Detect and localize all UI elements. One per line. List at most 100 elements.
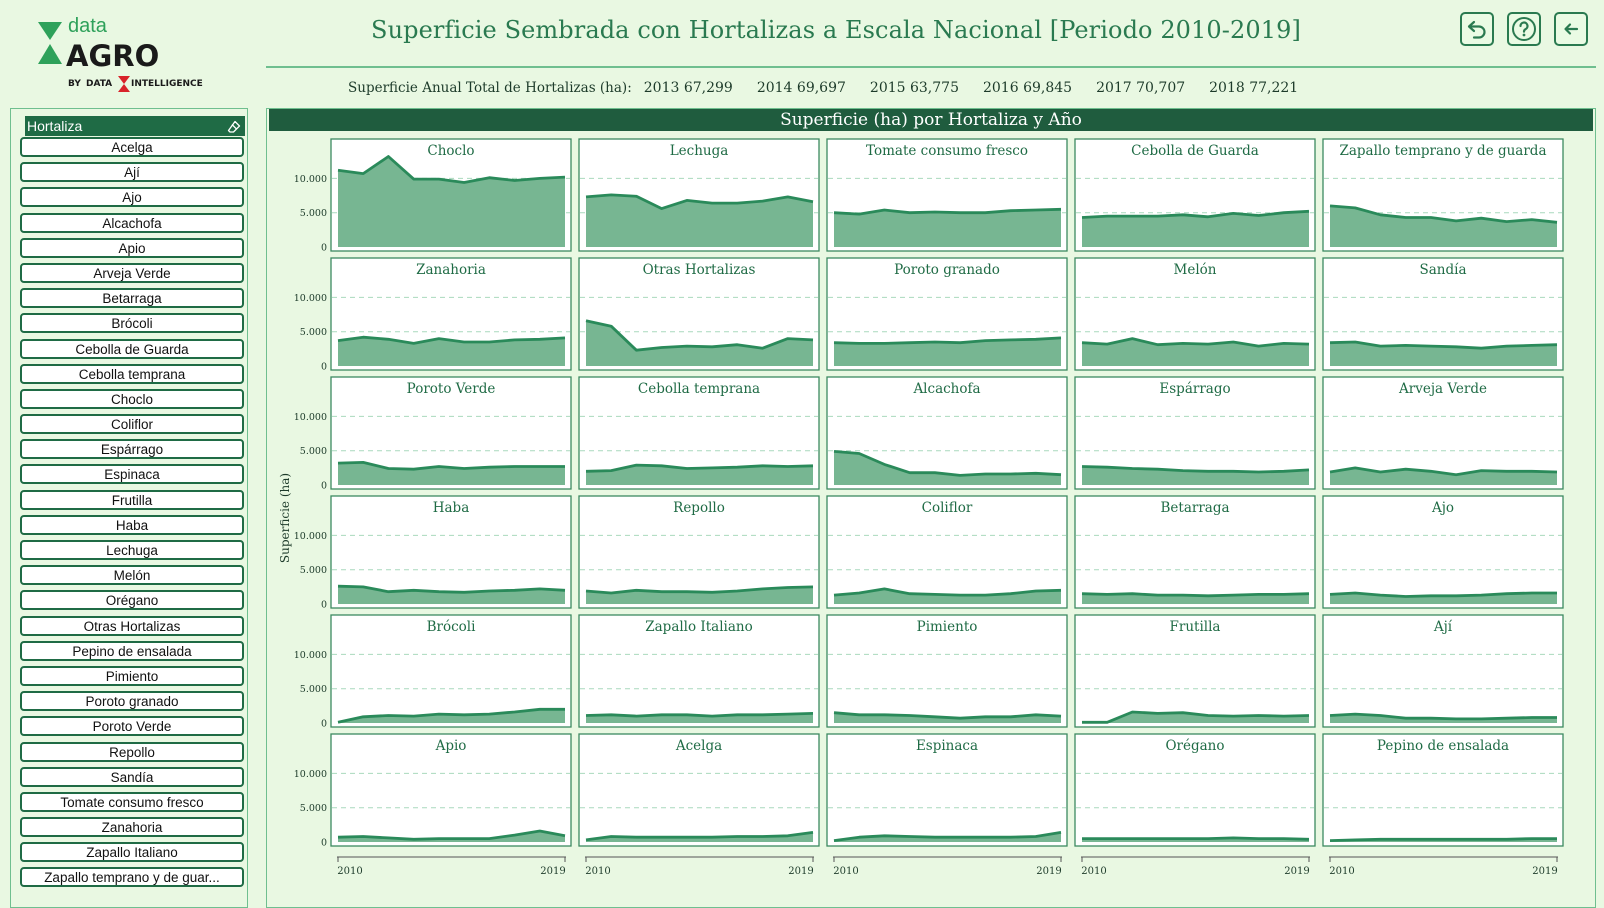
series-line <box>337 584 566 594</box>
hortaliza-option[interactable]: Haba <box>20 514 244 535</box>
undo-icon <box>1467 20 1486 39</box>
facet-title: Otras Hortalizas <box>643 262 756 278</box>
facet-chart: Poroto Verde <box>330 376 572 490</box>
help-button[interactable] <box>1507 12 1541 46</box>
series-line <box>833 831 1062 842</box>
facet-chart: Pepino de ensalada <box>1322 733 1564 847</box>
y-tick-label: 10.000 <box>294 412 327 423</box>
logo-x-top <box>118 76 130 84</box>
hortaliza-option[interactable]: Pimiento <box>20 665 244 686</box>
facet-title: Haba <box>433 500 470 516</box>
hortaliza-option[interactable]: Cebolla de Guarda <box>20 338 244 359</box>
hortaliza-option[interactable]: Lechuga <box>20 540 244 560</box>
y-tick-label: 5.000 <box>300 565 327 576</box>
facet-title: Betarraga <box>1160 500 1229 516</box>
facet-title: Ají <box>1433 619 1453 635</box>
facet-chart: Apio <box>330 733 572 847</box>
y-tick-label: 10.000 <box>294 174 327 185</box>
facet-frame <box>1322 733 1564 847</box>
facet-title: Zanahoria <box>416 262 486 278</box>
hortaliza-option[interactable]: Ají <box>20 162 244 183</box>
facet-chart: Otras Hortalizas <box>578 257 820 371</box>
logo-top-text: data <box>68 15 108 37</box>
hortaliza-option[interactable]: Tomate consumo fresco <box>20 791 244 812</box>
hortaliza-option[interactable]: Ajo <box>20 187 244 208</box>
hortaliza-option[interactable]: Espárrago <box>20 439 244 460</box>
hortaliza-option[interactable]: Melón <box>20 565 244 586</box>
hortaliza-option[interactable]: Poroto Verde <box>20 716 244 737</box>
logo-main-text: AGRO <box>66 39 159 73</box>
hortaliza-option[interactable]: Betarraga <box>20 288 244 309</box>
y-tick-label: 10.000 <box>294 531 327 542</box>
area-fill <box>834 588 1061 604</box>
hortaliza-option[interactable]: Coliflor <box>20 414 244 435</box>
facet-title: Repollo <box>673 500 725 516</box>
facet-chart: Ají <box>1322 614 1564 728</box>
annual-total-item: 2015 63,775 <box>869 80 959 96</box>
series-line <box>585 463 814 473</box>
hortaliza-option[interactable]: Cebolla temprana <box>20 363 244 384</box>
hortaliza-option[interactable]: Pepino de ensalada <box>20 640 244 661</box>
x-tick-label: 2019 <box>788 866 813 877</box>
series-line <box>1081 337 1310 348</box>
area-fill <box>586 194 813 247</box>
facet-chart: Orégano <box>1074 733 1316 847</box>
series-line <box>1329 712 1557 721</box>
area-fill <box>338 337 565 366</box>
hortaliza-option[interactable]: Zapallo Italiano <box>20 842 244 863</box>
back-arrow-icon <box>1564 23 1579 35</box>
x-tick-label: 2019 <box>540 866 565 877</box>
series-line <box>1081 592 1310 598</box>
facet-chart: Cebolla temprana <box>578 376 820 490</box>
hortaliza-option[interactable]: Zanahoria <box>20 817 244 838</box>
annual-totals: Superficie Anual Total de Hortalizas (ha… <box>348 80 1322 102</box>
facet-title: Ajo <box>1431 500 1454 516</box>
hortaliza-option[interactable]: Orégano <box>20 590 244 611</box>
series-line <box>1081 465 1310 474</box>
header-divider <box>266 66 1596 68</box>
y-tick-label: 5.000 <box>300 803 327 814</box>
hortaliza-list: Acelga Ají Ajo Alcachofa Apio Arveja Verde Bet… <box>20 137 244 893</box>
hortaliza-option[interactable]: Brócoli <box>20 313 244 334</box>
facet-chart: Choclo <box>330 138 572 252</box>
series-line <box>1329 591 1557 598</box>
hortaliza-option[interactable]: Apio <box>20 237 244 258</box>
facet-frame <box>1322 614 1564 728</box>
area-fill <box>586 465 813 485</box>
facet-title: Poroto granado <box>894 262 1000 278</box>
hortaliza-option[interactable]: Frutilla <box>20 489 244 510</box>
facet-chart: Melón <box>1074 257 1316 371</box>
hortaliza-option[interactable]: Acelga <box>20 137 244 157</box>
logo-triangle-bottom <box>38 44 62 64</box>
facet-frame <box>578 733 820 847</box>
y-tick-label: 0 <box>321 243 327 254</box>
facet-title: Acelga <box>675 738 722 754</box>
y-tick-label: 10.000 <box>294 650 327 661</box>
undo-button[interactable] <box>1460 12 1494 46</box>
hortaliza-option[interactable]: Alcachofa <box>20 212 244 233</box>
facet-title: Zapallo temprano y de guarda <box>1339 143 1546 159</box>
hortaliza-option[interactable]: Zapallo temprano y de guar... <box>20 867 244 888</box>
hortaliza-option[interactable]: Otras Hortalizas <box>20 615 244 636</box>
hortaliza-option[interactable]: Espinaca <box>20 464 244 485</box>
facet-title: Espárrago <box>1159 381 1230 397</box>
facet-chart: Poroto granado <box>826 257 1068 371</box>
clear-filter-button[interactable] <box>227 119 241 139</box>
hortaliza-option[interactable]: Poroto granado <box>20 691 244 712</box>
hortaliza-option[interactable]: Arveja Verde <box>20 262 244 283</box>
facet-chart: Ajo <box>1322 495 1564 609</box>
y-tick-label: 10.000 <box>294 293 327 304</box>
series-line <box>337 461 565 471</box>
y-tick-label: 5.000 <box>300 208 327 219</box>
x-tick-label: 2010 <box>337 866 362 877</box>
facet-title: Brócoli <box>427 619 477 635</box>
annual-total-item: 2014 69,697 <box>756 80 846 96</box>
x-tick-label: 2010 <box>1329 866 1354 877</box>
facet-chart: Haba <box>330 495 572 609</box>
series-line <box>1329 340 1558 350</box>
hortaliza-option[interactable]: Repollo <box>20 741 244 762</box>
hortaliza-option[interactable]: Choclo <box>20 388 244 409</box>
hortaliza-option[interactable]: Sandía <box>20 766 244 787</box>
x-tick-label: 2019 <box>1532 866 1557 877</box>
back-button[interactable] <box>1554 12 1588 46</box>
